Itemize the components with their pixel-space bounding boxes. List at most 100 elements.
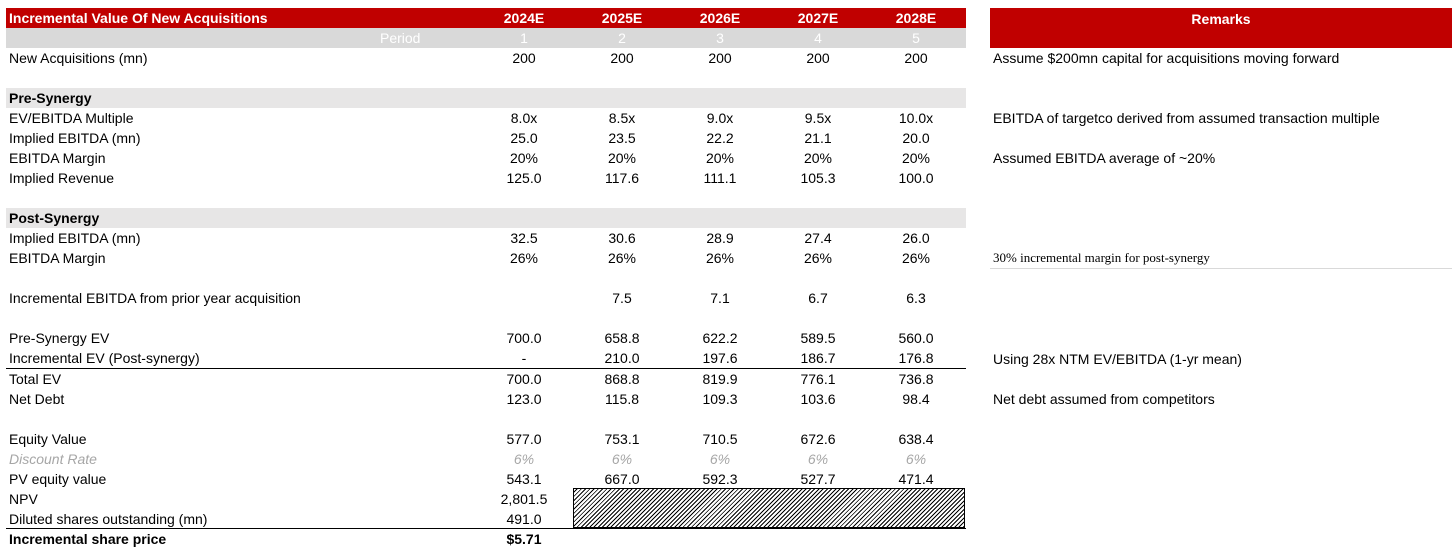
table-title: Incremental Value Of New Acquisitions [9,10,268,26]
pre-synergy-section: Pre-Synergy [6,88,966,108]
remark-spacer [990,168,1452,188]
total-ev-row: Total EV 700.0 868.8 819.9 776.1 736.8 [6,368,966,389]
row-label: EBITDA Margin [9,250,106,266]
cell: 26.0 [902,230,930,246]
equity-value-row: Equity Value 577.0 753.1 710.5 672.6 638… [6,429,966,449]
cell: 100.0 [898,170,934,186]
remark-row: Net debt assumed from competitors [990,389,1452,409]
cell: 20% [705,150,735,166]
row-label: Incremental share price [9,531,167,547]
diluted-shares-row: Diluted shares outstanding (mn) 491.0 [6,509,966,529]
table-header-row: Incremental Value Of New Acquisitions 20… [6,8,966,28]
remark-text: Net debt assumed from competitors [993,391,1215,407]
remark-row: 30% incremental margin for post-synergy [990,248,1452,269]
cell: 638.4 [898,431,934,447]
cell: 700.0 [506,371,542,387]
ev-ebitda-row: EV/EBITDA Multiple 8.0x 8.5x 9.0x 9.5x 1… [6,108,966,128]
row-label: Equity Value [9,431,87,447]
cell: 543.1 [506,471,542,487]
period-row: Period 1 2 3 4 5 [6,28,966,48]
cell: 672.6 [800,431,836,447]
row-label: Incremental EBITDA from prior year acqui… [9,290,301,306]
cell: 10.0x [898,110,934,126]
cell: 7.1 [710,290,730,306]
row-label: PV equity value [9,471,107,487]
cell: 9.0x [706,110,734,126]
period-number: 1 [520,30,528,46]
cell: 819.9 [702,371,738,387]
remark-text: Assume $200mn capital for acquisitions m… [993,50,1340,66]
cell: 28.9 [706,230,734,246]
cell: 26% [901,250,931,266]
remarks-title: Remarks [1191,11,1251,27]
cell: 6% [807,451,829,467]
remarks-column: Remarks Assume $200mn capital for acquis… [990,8,1452,409]
remark-spacer [990,269,1452,289]
remark-spacer [990,68,1452,88]
npv-row: NPV 2,801.5 [6,489,966,509]
period-number: 2 [618,30,626,46]
remark-spacer [990,88,1452,108]
implied-ebitda-row: Implied EBITDA (mn) 25.0 23.5 22.2 21.1 … [6,128,966,148]
row-label: New Acquisitions (mn) [9,50,148,66]
remark-spacer [990,208,1452,228]
cell: 200 [610,50,634,66]
year-header: 2028E [895,10,937,26]
bottom-border [6,528,966,529]
row-label: NPV [9,491,38,507]
cell: 491.0 [506,511,542,527]
spacer-row [6,188,966,208]
cell: 527.7 [800,471,836,487]
cell: 20% [803,150,833,166]
period-label: Period [380,30,421,46]
remark-spacer [990,309,1452,329]
cell: - [521,350,527,366]
remark-spacer [990,228,1452,248]
remark-spacer [990,188,1452,208]
cell: 622.2 [702,330,738,346]
cell: 577.0 [506,431,542,447]
cell: 6% [611,451,633,467]
row-label: EBITDA Margin [9,150,106,166]
implied-revenue-row: Implied Revenue 125.0 117.6 111.1 105.3 … [6,168,966,188]
cell: 6% [709,451,731,467]
discount-rate-row: Discount Rate 6% 6% 6% 6% 6% [6,449,966,469]
spacer-row [6,268,966,288]
cell: 589.5 [800,330,836,346]
remark-spacer [990,369,1452,389]
cell: 197.6 [702,350,738,366]
spacer-row [6,409,966,429]
cell: 123.0 [506,391,542,407]
cell: 176.8 [898,350,934,366]
cell: 200 [904,50,928,66]
cell: 753.1 [604,431,640,447]
row-label: Implied EBITDA (mn) [9,230,141,246]
section-title: Post-Synergy [9,210,100,226]
cell: 103.6 [800,391,836,407]
row-label: Implied EBITDA (mn) [9,130,141,146]
cell: 471.4 [898,471,934,487]
cell: 105.3 [800,170,836,186]
row-label: Total EV [9,371,62,387]
period-number: 4 [814,30,822,46]
remark-text: Using 28x NTM EV/EBITDA (1-yr mean) [993,351,1242,367]
incremental-ebitda-row: Incremental EBITDA from prior year acqui… [6,288,966,308]
row-label: Discount Rate [9,451,97,467]
cell: 6.7 [808,290,828,306]
spacer-row [6,308,966,328]
cell: 26% [509,250,539,266]
cell: 115.8 [605,391,639,407]
remark-spacer [990,289,1452,309]
cell: 26% [803,250,833,266]
cell: 710.5 [702,431,738,447]
cell: 26% [607,250,637,266]
cell: 20% [607,150,637,166]
row-label: Net Debt [9,391,65,407]
remark-row: Assumed EBITDA average of ~20% [990,148,1452,168]
remark-text: 30% incremental margin for post-synergy [993,250,1210,265]
cell: 8.5x [608,110,636,126]
post-implied-ebitda-row: Implied EBITDA (mn) 32.5 30.6 28.9 27.4 … [6,228,966,248]
cell: 200 [512,50,536,66]
net-debt-row: Net Debt 123.0 115.8 109.3 103.6 98.4 [6,389,966,409]
remark-row: Assume $200mn capital for acquisitions m… [990,48,1452,68]
